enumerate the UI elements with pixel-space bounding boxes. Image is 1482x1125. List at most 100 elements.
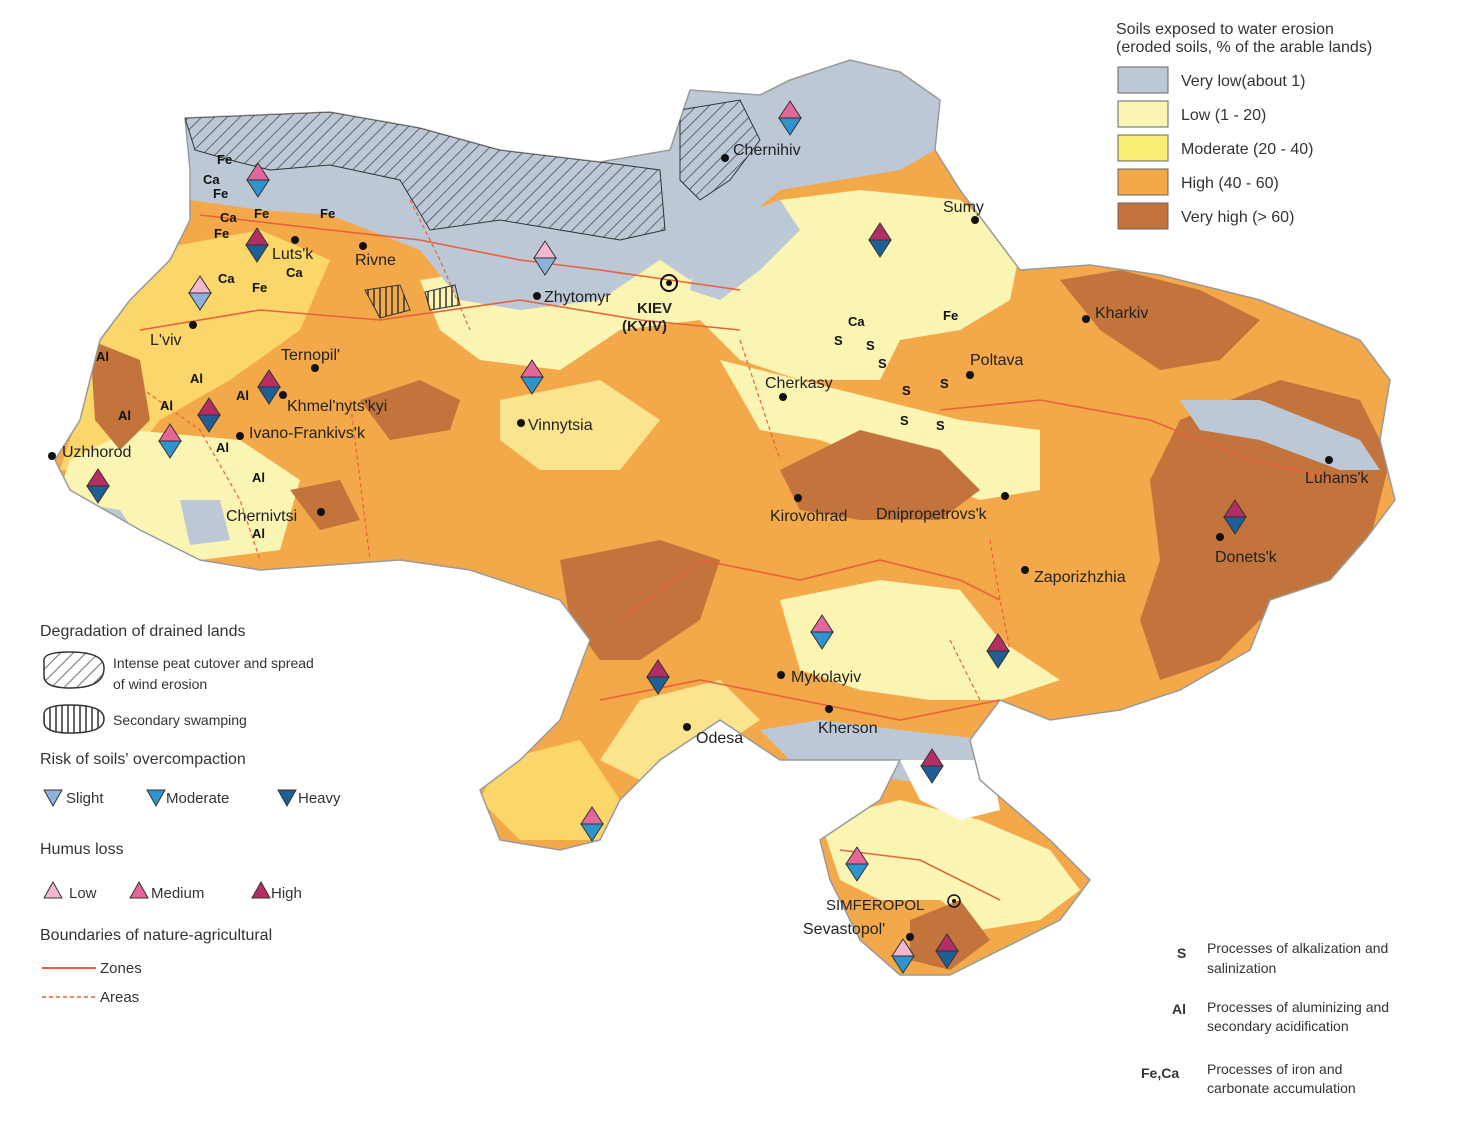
svg-text:Rivne: Rivne bbox=[355, 252, 396, 269]
svg-text:Zaporizhzhia: Zaporizhzhia bbox=[1034, 569, 1126, 586]
svg-text:Ca: Ca bbox=[286, 265, 303, 280]
city-lviv: L'viv bbox=[150, 321, 197, 349]
svg-text:Al: Al bbox=[252, 470, 265, 485]
compaction-risk-marker bbox=[257, 386, 281, 405]
svg-text:KIEV: KIEV bbox=[637, 300, 672, 317]
legend-item-low: Low (1 - 20) bbox=[1117, 100, 1266, 128]
compaction-risk-marker bbox=[520, 376, 544, 395]
city-chernihiv: Chernihiv bbox=[721, 142, 801, 162]
svg-text:Secondary swamping: Secondary swamping bbox=[113, 712, 247, 728]
svg-text:Al: Al bbox=[216, 440, 229, 455]
svg-text:Fe: Fe bbox=[254, 206, 269, 221]
city-chernivtsi: Chernivtsi bbox=[226, 508, 325, 525]
city-kherson: Kherson bbox=[818, 705, 878, 737]
svg-text:Sevastopol': Sevastopol' bbox=[803, 921, 885, 938]
svg-text:Chernihiv: Chernihiv bbox=[733, 142, 801, 159]
svg-text:Fe: Fe bbox=[320, 206, 335, 221]
svg-text:L'viv: L'viv bbox=[150, 332, 182, 349]
legend-process-iron-carbonate: Fe,Ca Processes of iron and carbonate ac… bbox=[1141, 1061, 1356, 1096]
svg-text:S: S bbox=[1177, 945, 1186, 961]
city-zaporizhzhia: Zaporizhzhia bbox=[1021, 566, 1126, 586]
svg-text:S: S bbox=[834, 333, 843, 348]
city-khmelnytskyi: Khmel'nyts'kyi bbox=[279, 391, 387, 415]
svg-text:SIMFEROPOL: SIMFEROPOL bbox=[826, 897, 924, 914]
legend-process-aluminizing: Al Processes of aluminizing and secondar… bbox=[1172, 999, 1389, 1034]
svg-text:Donets'k: Donets'k bbox=[1215, 549, 1278, 566]
svg-text:carbonate accumulation: carbonate accumulation bbox=[1207, 1080, 1356, 1096]
city-dnipropetrovsk: Dnipropetrovs'k bbox=[876, 492, 1009, 523]
svg-text:Ivano-Frankivs'k: Ivano-Frankivs'k bbox=[249, 425, 366, 442]
city-sevastopol: Sevastopol' bbox=[803, 921, 914, 941]
compaction-risk-marker bbox=[580, 823, 604, 842]
legend-humus-medium: Medium bbox=[129, 880, 204, 902]
city-uzhhorod: Uzhhorod bbox=[48, 444, 131, 461]
svg-text:Ca: Ca bbox=[218, 271, 235, 286]
country-outline bbox=[54, 59, 1396, 976]
svg-text:Zones: Zones bbox=[100, 960, 142, 977]
svg-text:secondary acidification: secondary acidification bbox=[1207, 1018, 1349, 1034]
svg-text:Kharkiv: Kharkiv bbox=[1095, 305, 1148, 322]
legend-zones: Zones bbox=[42, 960, 142, 977]
process-marks: Fe Ca Fe Ca Fe Fe Fe Ca Ca Fe Ca Fe Al A… bbox=[96, 152, 958, 541]
svg-text:Processes of aluminizing and: Processes of aluminizing and bbox=[1207, 999, 1389, 1015]
svg-text:Ca: Ca bbox=[848, 314, 865, 329]
legend-compaction-moderate: Moderate bbox=[146, 789, 229, 808]
svg-text:Very low(about 1): Very low(about 1) bbox=[1181, 73, 1306, 90]
compaction-risk-marker bbox=[920, 765, 944, 784]
svg-text:Luhans'k: Luhans'k bbox=[1305, 470, 1370, 487]
svg-text:Slight: Slight bbox=[66, 790, 104, 807]
compaction-risk-marker bbox=[158, 440, 182, 459]
legend-process-salinization: S Processes of alkalization and saliniza… bbox=[1177, 940, 1388, 976]
svg-text:Al: Al bbox=[252, 526, 265, 541]
svg-text:Heavy: Heavy bbox=[298, 790, 341, 807]
compaction-risk-marker bbox=[810, 631, 834, 650]
compaction-risk-marker bbox=[891, 955, 915, 974]
city-luhansk: Luhans'k bbox=[1305, 456, 1370, 487]
svg-text:Zhytomyr: Zhytomyr bbox=[544, 289, 611, 306]
legend-item-very-low: Very low(about 1) bbox=[1117, 66, 1306, 94]
svg-text:(KYIV): (KYIV) bbox=[622, 318, 667, 335]
city-kirovohrad: Kirovohrad bbox=[770, 494, 847, 525]
svg-text:Sumy: Sumy bbox=[943, 199, 984, 216]
svg-text:salinization: salinization bbox=[1207, 960, 1276, 976]
svg-text:Uzhhorod: Uzhhorod bbox=[62, 444, 131, 461]
svg-text:Fe: Fe bbox=[217, 152, 232, 167]
city-mykolayiv: Mykolayiv bbox=[777, 669, 861, 686]
svg-text:Intense peat cutover and sprea: Intense peat cutover and spread bbox=[113, 655, 314, 671]
svg-text:Low (1 - 20): Low (1 - 20) bbox=[1181, 107, 1266, 124]
svg-text:Odesa: Odesa bbox=[696, 730, 743, 747]
svg-text:Ca: Ca bbox=[203, 172, 220, 187]
svg-text:Ternopil': Ternopil' bbox=[281, 347, 340, 364]
city-kiev: KIEV(KYIV) bbox=[622, 274, 678, 335]
svg-text:Fe: Fe bbox=[252, 280, 267, 295]
svg-text:Chernivtsi: Chernivtsi bbox=[226, 508, 297, 525]
lower-legend: Degradation of drained lands Intense pea… bbox=[40, 623, 341, 1006]
svg-text:S: S bbox=[936, 418, 945, 433]
city-lutsk: Luts'k bbox=[272, 236, 314, 263]
compaction-risk-marker bbox=[197, 414, 221, 433]
peat-cutover-swatch bbox=[43, 651, 105, 689]
zone-boundaries bbox=[139, 214, 1341, 901]
compaction-risk-marker bbox=[935, 950, 959, 969]
svg-text:Al: Al bbox=[236, 388, 249, 403]
boundaries-title: Boundaries of nature-agricultural bbox=[40, 927, 272, 944]
svg-text:Moderate (20 - 40): Moderate (20 - 40) bbox=[1181, 141, 1314, 158]
legend-compaction-slight: Slight bbox=[43, 789, 104, 808]
legend-item-high: High (40 - 60) bbox=[1117, 168, 1279, 196]
svg-text:Mykolayiv: Mykolayiv bbox=[791, 669, 861, 686]
svg-text:Medium: Medium bbox=[151, 885, 204, 902]
svg-text:Al: Al bbox=[160, 398, 173, 413]
area-boundaries bbox=[129, 199, 1011, 701]
svg-text:Kirovohrad: Kirovohrad bbox=[770, 508, 847, 525]
svg-text:High (40 - 60): High (40 - 60) bbox=[1181, 175, 1279, 192]
city-odesa: Odesa bbox=[683, 723, 743, 747]
city-zhytomyr: Zhytomyr bbox=[533, 289, 611, 306]
svg-text:Very high (> 60): Very high (> 60) bbox=[1181, 209, 1294, 226]
compaction-risk-marker bbox=[986, 650, 1010, 669]
svg-text:Ca: Ca bbox=[220, 210, 237, 225]
legend-compaction-heavy: Heavy bbox=[277, 789, 341, 808]
svg-text:Fe,Ca: Fe,Ca bbox=[1141, 1065, 1179, 1081]
svg-text:Fe: Fe bbox=[943, 308, 958, 323]
swamping-swatch bbox=[43, 704, 105, 734]
